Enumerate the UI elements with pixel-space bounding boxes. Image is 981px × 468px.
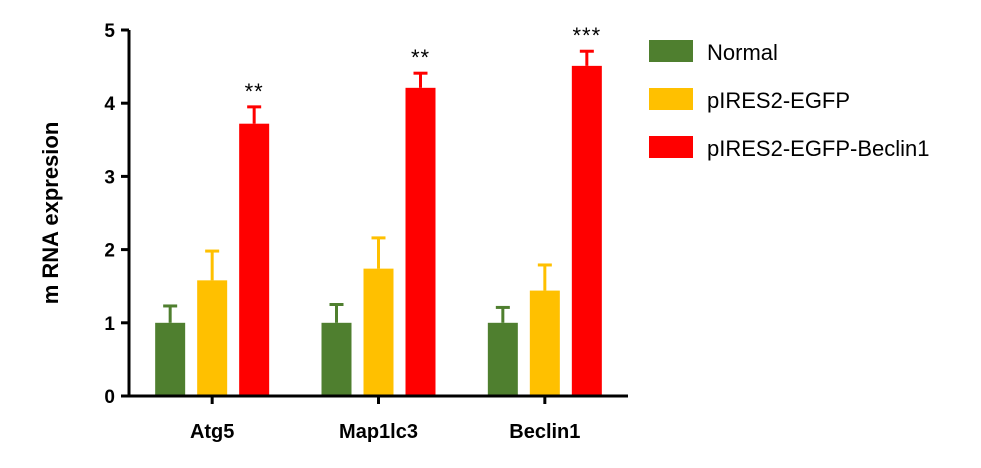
y-tick-label: 0 bbox=[104, 387, 115, 408]
x-tick-label: Beclin1 bbox=[509, 421, 580, 443]
significance-label: ** bbox=[245, 79, 264, 104]
legend-swatch bbox=[649, 40, 693, 62]
x-tick-label: Map1lc3 bbox=[339, 421, 418, 443]
y-tick-label: 5 bbox=[104, 21, 115, 42]
legend-swatch bbox=[649, 136, 693, 158]
bar bbox=[321, 322, 352, 396]
bar bbox=[197, 280, 228, 396]
bar bbox=[363, 268, 394, 396]
significance-label: ** bbox=[411, 45, 430, 70]
axes-layer: 0 1 2 3 4 5 Atg5 Map1lc3 Beclin1 bbox=[104, 21, 628, 443]
bars-layer: ******* bbox=[155, 23, 602, 397]
legend-label: pIRES2-EGFP bbox=[707, 88, 850, 113]
bar bbox=[529, 290, 560, 396]
bar bbox=[571, 65, 602, 397]
legend-label: pIRES2-EGFP-Beclin1 bbox=[707, 136, 930, 161]
y-tick-label: 3 bbox=[104, 167, 115, 188]
y-tick-label: 1 bbox=[104, 314, 115, 335]
legend: Normal pIRES2-EGFP pIRES2-EGFP-Beclin1 bbox=[649, 40, 930, 161]
x-tick-label: Atg5 bbox=[190, 421, 234, 443]
legend-label: Normal bbox=[707, 40, 778, 65]
bar bbox=[405, 87, 436, 396]
y-tick-label: 4 bbox=[104, 94, 115, 115]
bar bbox=[155, 322, 186, 396]
y-axis-label: m RNA expresion bbox=[38, 122, 63, 305]
legend-swatch bbox=[649, 88, 693, 110]
bar bbox=[487, 322, 518, 396]
significance-label: *** bbox=[572, 23, 601, 48]
bar bbox=[239, 123, 270, 397]
y-tick-label: 2 bbox=[104, 241, 115, 262]
